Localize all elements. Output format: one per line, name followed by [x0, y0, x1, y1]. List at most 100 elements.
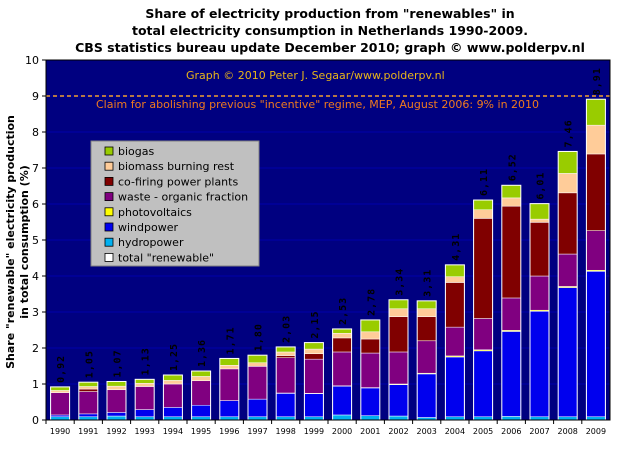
title-line-2: total electricity consumption in Netherl… [132, 23, 528, 38]
bar-stack-1994 [162, 374, 183, 421]
x-tick-label: 1995 [191, 427, 211, 436]
bar-stack-1998 [275, 346, 296, 421]
bar-waste-organic-fraction-2008 [557, 253, 578, 287]
x-tick-label: 1994 [163, 427, 183, 436]
bar-biogas-1990 [50, 386, 70, 391]
bar-biomass-burning-rest-2005 [473, 209, 493, 219]
bar-biogas-1997 [247, 354, 268, 364]
bar-stack-2008 [557, 150, 578, 421]
bar-stack-2002 [388, 299, 409, 421]
bar-windpower-2002 [388, 384, 409, 417]
y-tick-label: 2 [32, 342, 39, 355]
bar-windpower-1995 [191, 404, 211, 418]
bar-windpower-2001 [360, 387, 381, 416]
bar-biomass-burning-rest-1996 [219, 365, 240, 370]
bar-windpower-1992 [106, 412, 127, 417]
x-tick-label: 2004 [445, 427, 465, 436]
bar-windpower-1991 [78, 413, 99, 418]
bar-stack-2004 [444, 264, 465, 421]
title-line-3: CBS statistics bureau update December 20… [75, 40, 585, 55]
x-tick-label: 2007 [529, 427, 549, 436]
bar-biogas-2003 [416, 300, 437, 310]
bar-windpower-2006 [501, 331, 522, 417]
bar-biomass-burning-rest-1997 [247, 362, 268, 367]
total-label-1992: 1,07 [113, 349, 124, 377]
y-tick-label: 5 [32, 234, 39, 247]
bar-co-firing-power-plants-2001 [360, 338, 381, 354]
legend-entry: biogas [118, 145, 154, 158]
bar-waste-organic-fraction-2002 [388, 351, 409, 385]
y-tick-label: 3 [32, 306, 39, 319]
bar-biogas-1996 [219, 358, 240, 366]
y-tick-label: 9 [32, 90, 39, 103]
total-label-1993: 1,13 [141, 347, 152, 375]
bar-stack-1996 [219, 357, 240, 421]
bar-stack-1997 [247, 354, 268, 421]
bar-biogas-1998 [275, 346, 296, 353]
bar-biomass-burning-rest-1999 [304, 348, 324, 355]
bar-hydropower-2000 [332, 414, 352, 421]
bar-biogas-2004 [445, 264, 465, 277]
chart-title: Share of electricity production from "re… [75, 6, 585, 55]
y-tick-label: 10 [25, 54, 39, 67]
legend-entry: hydropower [118, 236, 184, 249]
bar-windpower-1996 [219, 400, 240, 418]
bar-biomass-burning-rest-1998 [275, 351, 296, 356]
x-tick-label: 1991 [78, 427, 98, 436]
x-tick-label: 1996 [219, 427, 239, 436]
legend-entry: windpower [118, 221, 178, 234]
bar-windpower-2009 [586, 271, 606, 418]
total-label-1997: 1,80 [254, 323, 265, 351]
bar-biogas-1993 [134, 379, 155, 384]
legend-swatch [104, 146, 114, 156]
bar-windpower-2004 [445, 356, 465, 418]
y-axis-ticks: 0 1 2 3 4 5 6 7 8 9 10 [25, 54, 46, 427]
bar-waste-organic-fraction-1991 [78, 391, 99, 415]
y-tick-label: 6 [32, 198, 39, 211]
x-axis-ticks: 1990 1991 1992 1993 1994 1995 1996 1997 1998 1999… [45, 420, 606, 436]
total-label-2001: 2,78 [366, 288, 377, 316]
total-label-2007: 6,01 [536, 172, 547, 200]
y-tick-label: 7 [32, 162, 39, 175]
bar-waste-organic-fraction-2000 [332, 351, 352, 387]
bar-stack-2001 [360, 319, 381, 421]
x-tick-label: 2003 [417, 427, 437, 436]
total-label-1994: 1,25 [169, 343, 180, 371]
bar-windpower-1999 [304, 393, 324, 418]
x-tick-label: 1999 [304, 427, 324, 436]
legend-swatch [104, 237, 114, 247]
bar-waste-organic-fraction-1997 [247, 366, 268, 400]
bar-hydropower-2006 [501, 416, 522, 421]
x-tick-label: 1998 [276, 427, 296, 436]
bar-biomass-burning-rest-2004 [445, 276, 465, 283]
bar-waste-organic-fraction-2005 [473, 318, 493, 351]
bar-biogas-2005 [473, 199, 493, 211]
bar-biomass-burning-rest-1991 [78, 386, 99, 390]
plot-frame [45, 59, 611, 421]
bar-biogas-1999 [304, 342, 324, 350]
bar-biomass-burning-rest-1995 [191, 376, 211, 382]
total-label-2004: 4,31 [451, 233, 462, 261]
total-label-2000: 2,53 [338, 297, 349, 325]
x-tick-label: 1992 [106, 427, 126, 436]
bar-biomass-burning-rest-2007 [529, 218, 550, 223]
bar-co-firing-power-plants-2009 [586, 153, 606, 231]
legend-swatch [104, 252, 114, 262]
x-tick-label: 2000 [332, 427, 352, 436]
bar-hydropower-1992 [106, 415, 127, 421]
bar-waste-organic-fraction-1998 [275, 357, 296, 394]
x-tick-label: 2001 [360, 427, 380, 436]
x-tick-label: 2005 [473, 427, 493, 436]
bar-windpower-2008 [557, 287, 578, 418]
bar-co-firing-power-plants-1998 [275, 355, 296, 358]
bar-biogas-1994 [163, 374, 183, 381]
bar-stack-1993 [134, 378, 155, 421]
y-tick-label: 8 [32, 126, 39, 139]
total-label-1991: 1,05 [84, 350, 95, 378]
bar-waste-organic-fraction-1993 [134, 386, 155, 410]
bar-biomass-burning-rest-1992 [106, 385, 127, 391]
total-label-1999: 2,15 [310, 311, 321, 339]
bar-stack-2007 [529, 203, 550, 421]
bar-biogas-1992 [106, 381, 127, 387]
